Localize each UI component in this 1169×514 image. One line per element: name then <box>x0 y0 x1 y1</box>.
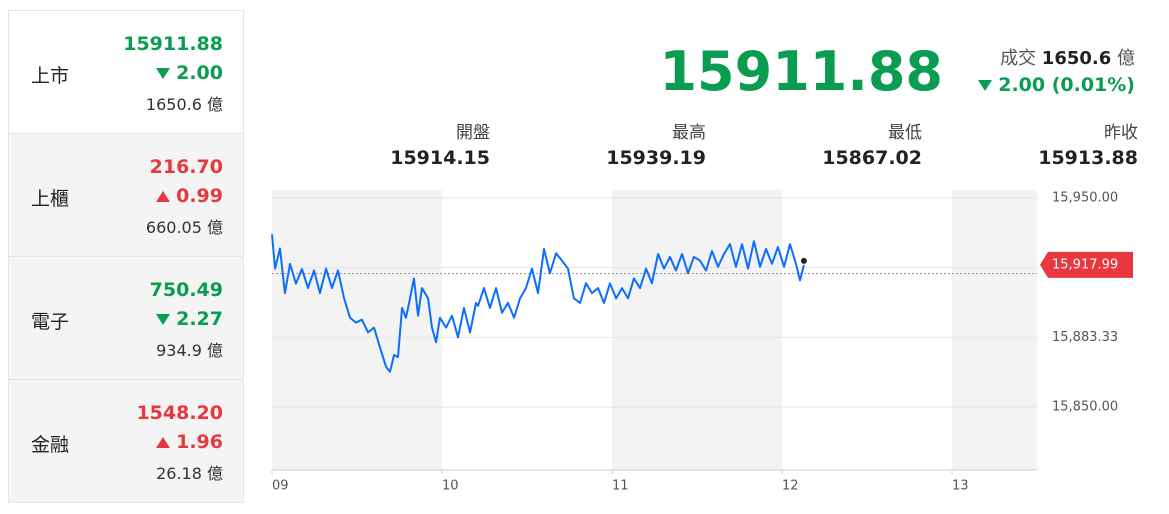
main-price: 15911.88 <box>659 40 943 103</box>
arrow <box>156 191 171 202</box>
y-tick-label: 15,850.00 <box>1052 400 1118 415</box>
stat-value: 15867.02 <box>822 147 922 169</box>
index-row[interactable]: 上市 15911.88 2.00 1650.6 億 <box>9 11 243 133</box>
index-change: 2.00 <box>156 62 223 84</box>
stat-label: 最低 <box>888 123 922 143</box>
stat-value: 15913.88 <box>1038 147 1138 169</box>
index-row[interactable]: 上櫃 216.70 0.99 660.05 億 <box>9 133 243 256</box>
arrow <box>156 68 171 79</box>
x-tick-label: 10 <box>442 479 459 494</box>
stat-label: 昨收 <box>1104 123 1138 143</box>
stat-label: 最高 <box>672 123 706 143</box>
index-price: 15911.88 <box>123 33 223 55</box>
volume: 成交 1650.6 億 <box>1000 44 1135 70</box>
index-volume: 934.9 億 <box>156 341 223 360</box>
stat-value: 15914.15 <box>390 147 490 169</box>
index-price: 750.49 <box>149 279 223 301</box>
index-name: 金融 <box>31 434 70 456</box>
change-value: 2.27 <box>176 308 223 330</box>
stat: 最低 15867.02 <box>772 118 922 169</box>
index-change: 2.27 <box>156 308 223 330</box>
y-tick-label: 15,883.33 <box>1052 330 1118 345</box>
index-price: 216.70 <box>149 156 223 178</box>
x-tick-label: 12 <box>782 479 799 494</box>
index-row[interactable]: 電子 750.49 2.27 934.9 億 <box>9 256 243 379</box>
index-volume: 26.18 億 <box>156 464 223 483</box>
session-band <box>272 190 442 470</box>
index-name: 電子 <box>31 311 70 333</box>
arrow <box>156 314 171 325</box>
index-name: 上市 <box>31 65 70 87</box>
last-price-label: 15,917.99 <box>1052 257 1118 272</box>
stat-label: 開盤 <box>456 123 490 143</box>
change-value: 0.99 <box>176 185 223 207</box>
change-value: 1.96 <box>176 431 223 453</box>
change-value: 2.00 <box>176 62 223 84</box>
y-tick-label: 15,950.00 <box>1052 190 1118 205</box>
index-volume: 1650.6 億 <box>145 95 223 114</box>
session-band <box>952 190 1037 470</box>
volume-label: 成交 <box>1000 48 1037 69</box>
index-change: 0.99 <box>156 185 223 207</box>
volume-unit: 億 <box>1117 48 1135 69</box>
sidebar: 上市 15911.88 2.00 1650.6 億上櫃 216.70 0.99 660.05… <box>8 10 244 503</box>
index-name: 上櫃 <box>31 188 70 210</box>
arrow <box>156 437 171 448</box>
price-line <box>271 234 805 373</box>
stat: 最高 15939.19 <box>556 118 706 169</box>
volume-value: 1650.6 <box>1041 48 1112 69</box>
last-price-badge <box>1040 251 1133 278</box>
change-text: 2.00 (0.01%) <box>998 74 1135 96</box>
main-change: 2.00 (0.01%) <box>978 74 1135 96</box>
session-band <box>612 190 782 470</box>
index-volume: 660.05 億 <box>145 218 223 237</box>
index-price: 1548.20 <box>136 402 223 424</box>
x-tick-label: 11 <box>612 479 629 494</box>
index-change: 1.96 <box>156 431 223 453</box>
x-tick-label: 13 <box>952 479 969 494</box>
stat-value: 15939.19 <box>606 147 706 169</box>
x-tick-label: 09 <box>272 479 289 494</box>
index-row[interactable]: 金融 1548.20 1.96 26.18 億 <box>9 379 243 502</box>
arrow <box>978 80 993 91</box>
stat: 昨收 15913.88 <box>988 118 1138 169</box>
stat: 開盤 15914.15 <box>340 118 490 169</box>
last-point <box>800 257 807 264</box>
